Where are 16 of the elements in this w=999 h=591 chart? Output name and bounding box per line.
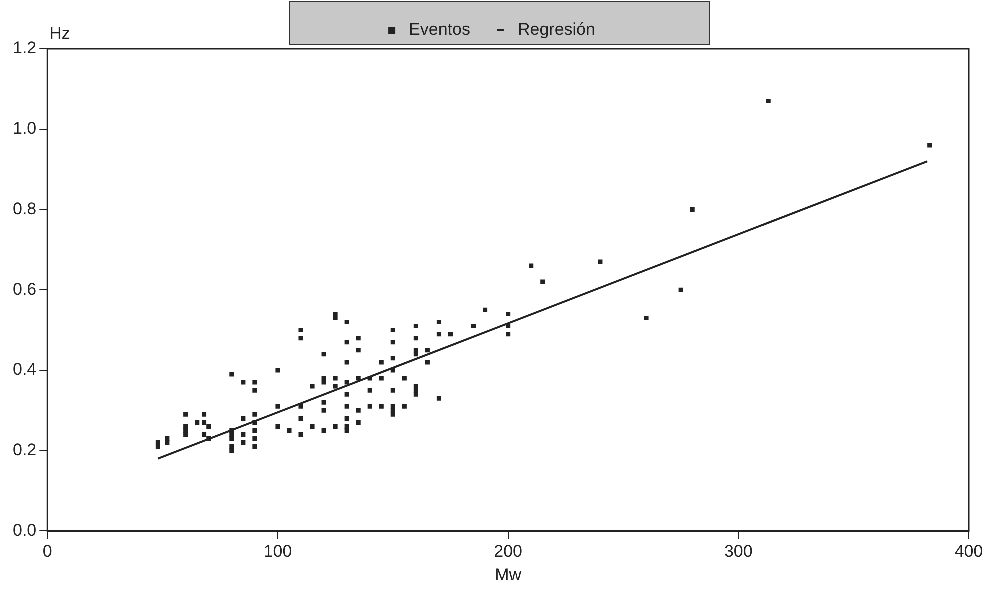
x-tick-label: 0 xyxy=(42,542,52,562)
y-tick-label: 0.8 xyxy=(12,199,37,218)
y-tick-label: 0.4 xyxy=(12,360,37,380)
y-tick-label: 1.0 xyxy=(12,119,37,138)
y-tick-label: 0.0 xyxy=(12,520,37,540)
legend-label: Regresión xyxy=(518,20,596,40)
x-tick-label: 300 xyxy=(724,542,753,562)
x-axis-title: Mw xyxy=(495,565,522,584)
y-tick-label: 0.2 xyxy=(12,440,37,460)
x-tick-label: 100 xyxy=(264,542,292,562)
x-tick-label: 200 xyxy=(494,542,523,562)
y-tick-label: 0.6 xyxy=(12,280,37,299)
legend-label: Eventos xyxy=(409,20,470,40)
y-axis-title: Hz xyxy=(50,24,70,44)
y-tick-label: 1.2 xyxy=(12,38,37,58)
x-tick-label: 400 xyxy=(954,542,984,562)
